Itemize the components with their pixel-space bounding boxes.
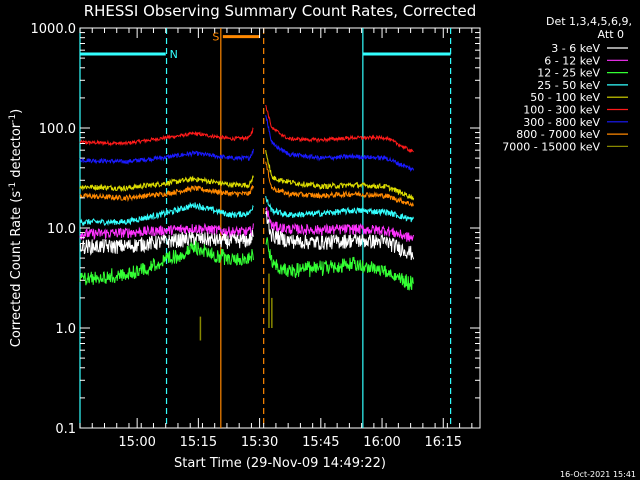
legend-entry-label: 300 - 800 keV <box>523 116 600 129</box>
y-tick-label: 0.1 <box>55 422 76 437</box>
x-tick-label: 15:30 <box>241 435 278 450</box>
x-tick-label: 16:00 <box>363 435 400 450</box>
legend-entry-label: 100 - 300 keV <box>523 104 600 117</box>
series-trace-2-p1 <box>265 237 415 291</box>
chart-title: RHESSI Observing Summary Count Rates, Co… <box>84 2 477 20</box>
series-trace-7-p0 <box>79 185 254 203</box>
legend-entry-label: 7000 - 15000 keV <box>502 140 600 153</box>
legend-entry-label: 800 - 7000 keV <box>516 128 600 141</box>
legend-entry-label: 6 - 12 keV <box>544 54 600 67</box>
series-trace-0-p0 <box>79 229 254 256</box>
legend-header-line2: Att 0 <box>598 28 624 41</box>
flag-label-N: N <box>170 48 178 61</box>
flag-label-S: S <box>212 31 219 44</box>
series-trace-3-p0 <box>79 201 254 227</box>
series-trace-2-p0 <box>79 240 254 286</box>
series-trace-4-p0 <box>79 175 254 193</box>
series-trace-6-p1 <box>265 115 415 173</box>
series-trace-3-p1 <box>265 195 415 223</box>
series-trace-5-p1 <box>265 104 414 154</box>
series-trace-7-p1 <box>265 161 415 207</box>
y-axis-label-part: detector <box>9 122 24 182</box>
y-axis-label-part: -1 <box>8 182 18 191</box>
y-tick-label: 1.0 <box>55 322 76 337</box>
legend-entry-label: 12 - 25 keV <box>537 67 600 80</box>
x-tick-label: 15:15 <box>180 435 217 450</box>
x-tick-label: 15:45 <box>302 435 339 450</box>
y-axis-label-part: -1 <box>8 114 18 123</box>
series-trace-4-p1 <box>265 150 415 201</box>
series-trace-6-p0 <box>79 148 254 165</box>
x-axis-label: Start Time (29-Nov-09 14:49:22) <box>174 456 386 471</box>
y-axis-label: Corrected Count Rate (s-1 detector-1) <box>8 109 24 347</box>
x-tick-label: 15:00 <box>118 435 155 450</box>
y-tick-label: 10.0 <box>47 222 76 237</box>
flag-bars: NS <box>80 31 451 61</box>
event-lines <box>79 28 452 428</box>
x-tick-label: 16:15 <box>425 435 462 450</box>
legend-entry-label: 50 - 100 keV <box>530 91 600 104</box>
series-trace-0-p1 <box>265 210 415 261</box>
legend-entry-label: 3 - 6 keV <box>551 42 600 55</box>
series-trace-5-p0 <box>79 127 254 147</box>
y-axis-label-part: Corrected Count Rate (s <box>9 191 24 348</box>
legend-header-line1: Det 1,3,4,5,6,9, <box>546 15 632 28</box>
series-traces <box>79 104 415 341</box>
y-tick-label: 1000.0 <box>31 22 77 37</box>
legend-entry-label: 25 - 50 keV <box>537 79 600 92</box>
y-axis-label-part: ) <box>9 109 24 114</box>
y-tick-label: 100.0 <box>39 122 76 137</box>
y-axis-label-text: Corrected Count Rate (s-1 detector-1) <box>8 109 24 347</box>
footer-timestamp: 16-Oct-2021 15:41 <box>560 470 636 479</box>
axes: 1000.0 100.0 10.0 1.0 0.1 15:00 15:15 15:30 15:4… <box>31 22 480 450</box>
series-trace-1-p1 <box>265 206 415 242</box>
